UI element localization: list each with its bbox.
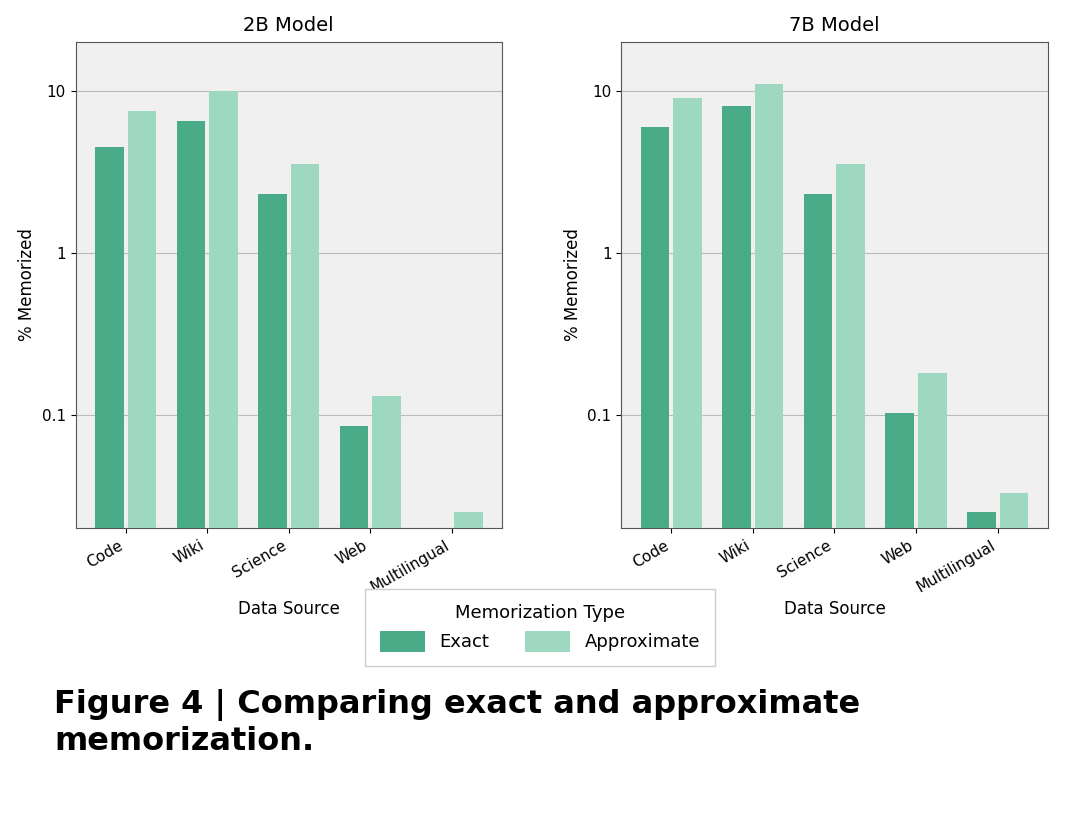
Y-axis label: % Memorized: % Memorized: [18, 229, 37, 342]
Bar: [373, 397, 401, 835]
Bar: [886, 412, 914, 835]
Bar: [723, 106, 751, 835]
X-axis label: Data Source: Data Source: [783, 600, 886, 619]
Legend: Exact, Approximate: Exact, Approximate: [365, 590, 715, 666]
Bar: [421, 535, 450, 835]
Bar: [176, 121, 205, 835]
Bar: [673, 98, 702, 835]
Bar: [95, 147, 123, 835]
Title: 7B Model: 7B Model: [789, 16, 880, 34]
Title: 2B Model: 2B Model: [243, 16, 334, 34]
Bar: [127, 111, 157, 835]
Bar: [755, 84, 783, 835]
Bar: [640, 126, 670, 835]
Bar: [258, 194, 286, 835]
Y-axis label: % Memorized: % Memorized: [564, 229, 582, 342]
Bar: [837, 164, 865, 835]
Text: Figure 4 | Comparing exact and approximate
memorization.: Figure 4 | Comparing exact and approxima…: [54, 689, 860, 757]
Bar: [967, 513, 996, 835]
Bar: [454, 513, 483, 835]
X-axis label: Data Source: Data Source: [238, 600, 340, 619]
Bar: [1000, 493, 1028, 835]
Bar: [340, 426, 368, 835]
Bar: [291, 164, 320, 835]
Bar: [804, 194, 833, 835]
Bar: [918, 373, 947, 835]
Bar: [210, 90, 238, 835]
